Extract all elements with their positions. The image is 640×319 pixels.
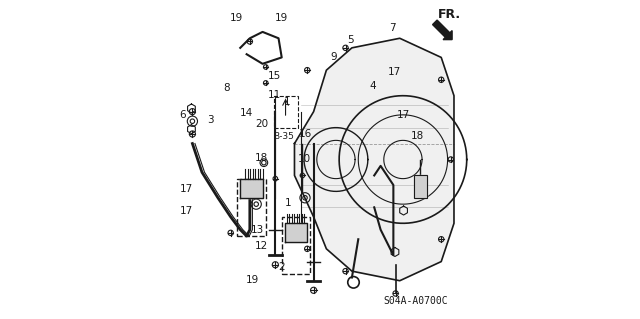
Polygon shape (285, 223, 307, 242)
Polygon shape (294, 38, 454, 281)
Text: 16: 16 (300, 129, 312, 139)
Text: 11: 11 (268, 90, 280, 100)
Text: 5: 5 (348, 35, 354, 45)
Text: 8: 8 (223, 83, 230, 93)
Text: 10: 10 (298, 154, 311, 165)
Text: 17: 17 (388, 67, 401, 77)
Bar (274, 96, 298, 128)
Bar (414, 175, 427, 198)
Text: 1: 1 (285, 197, 292, 208)
Text: 17: 17 (180, 205, 193, 216)
Text: 19: 19 (246, 275, 259, 285)
Text: 13: 13 (251, 225, 264, 235)
Text: 14: 14 (239, 108, 253, 118)
Text: 15: 15 (268, 70, 280, 81)
Bar (237, 179, 266, 236)
Text: 7: 7 (390, 23, 396, 33)
Bar (282, 217, 310, 274)
Text: 12: 12 (255, 241, 268, 251)
Text: S04A-A0700C: S04A-A0700C (383, 296, 448, 306)
Text: 6: 6 (180, 110, 186, 121)
Text: 19: 19 (229, 13, 243, 23)
Text: FR.: FR. (438, 8, 461, 20)
Text: 2: 2 (278, 262, 285, 272)
Bar (414, 175, 427, 198)
Text: 1: 1 (284, 97, 290, 107)
Text: 17: 17 (180, 184, 193, 194)
Text: 20: 20 (255, 119, 268, 130)
Text: 4: 4 (369, 81, 376, 91)
Text: 19: 19 (275, 13, 288, 23)
Text: B-35: B-35 (273, 132, 294, 141)
Text: 18: 18 (255, 153, 269, 163)
Text: 17: 17 (397, 110, 410, 120)
Text: 18: 18 (412, 130, 424, 141)
FancyArrow shape (433, 20, 452, 40)
Polygon shape (240, 179, 262, 198)
Text: 9: 9 (330, 52, 337, 63)
Text: 3: 3 (207, 115, 213, 125)
